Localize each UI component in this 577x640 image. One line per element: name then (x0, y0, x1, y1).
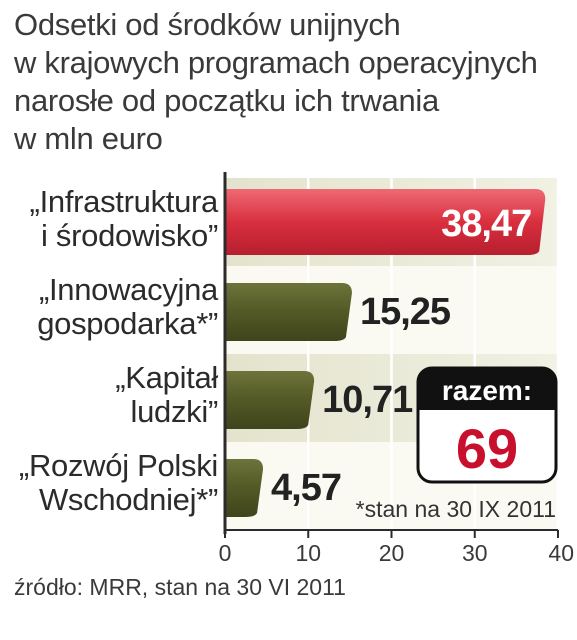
category-label-0-1: i środowisko” (41, 218, 218, 253)
title-line-3: narosłe od początku ich trwania (14, 83, 439, 118)
source-note: źródło: MRR, stan na 30 VI 2011 (14, 574, 346, 600)
category-label-1-0: „Innowacyjna (39, 272, 219, 307)
x-tick-label-40: 40 (548, 540, 574, 566)
bar-2 (225, 371, 315, 429)
badge-value: 69 (456, 417, 518, 480)
value-label-0: 38,47 (441, 203, 531, 245)
x-tick-label-30: 30 (462, 540, 488, 566)
value-label-2: 10,71 (322, 379, 413, 421)
chart-title: Odsetki od środków unijnych w krajowych … (14, 6, 574, 158)
category-label-2-0: „Kapitał (115, 360, 218, 395)
bar-1 (225, 283, 352, 341)
value-label-3: 4,57 (271, 467, 341, 509)
value-labels: 38,47 15,25 10,71 4,57 (271, 203, 532, 509)
bars (225, 189, 546, 517)
title-line-1: Odsetki od środków unijnych (14, 7, 401, 42)
total-badge: razem: 69 (416, 366, 558, 484)
badge-header (418, 368, 556, 410)
bar-0 (225, 189, 546, 255)
bar-3 (225, 459, 264, 517)
annotation-note: *stan na 30 IX 2011 (356, 496, 556, 522)
title-line-4: w mln euro (14, 121, 163, 156)
x-tick-label-0: 0 (219, 540, 232, 566)
x-tick-labels: 0 10 20 30 40 (219, 530, 574, 566)
x-tick-label-10: 10 (295, 540, 321, 566)
title-line-2: w krajowych programach operacyjnych (14, 45, 538, 80)
badge-label: razem: (442, 375, 532, 406)
category-label-0-0: „Infrastruktura (30, 184, 220, 219)
x-tick-label-20: 20 (379, 540, 405, 566)
value-label-1: 15,25 (360, 291, 451, 333)
category-label-3-1: Wschodniej*” (39, 482, 218, 517)
category-label-2-1: ludzki” (131, 394, 218, 429)
category-label-3-0: „Rozwój Polski (19, 448, 218, 483)
category-label-1-1: gospodarka*” (37, 306, 218, 341)
